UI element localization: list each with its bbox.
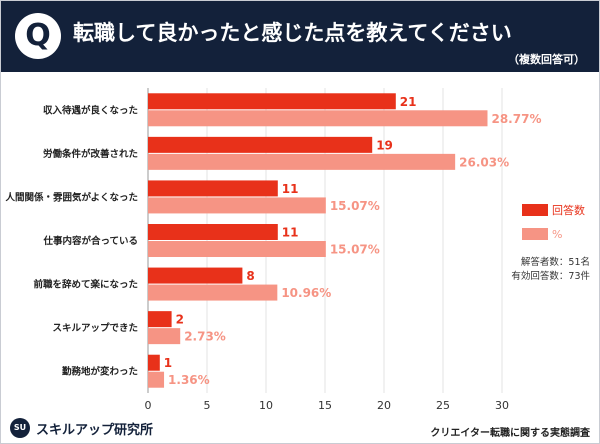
bar-count: [148, 136, 373, 153]
bar-percent: [148, 153, 456, 170]
x-tick-label: 10: [259, 399, 273, 412]
legend-item-pct: %: [522, 227, 585, 241]
bar-count: [148, 311, 172, 328]
response-stats: 解答者数：51名 有効回答数：73件: [511, 256, 590, 284]
data-label-percent: 15.07%: [330, 199, 380, 213]
data-label-percent: 28.77%: [491, 112, 541, 126]
data-label-count: 8: [246, 269, 254, 283]
bar-count: [148, 93, 396, 110]
x-tick-label: 25: [436, 399, 450, 412]
chart-legend: 回答数 %: [522, 203, 585, 251]
data-label-count: 11: [282, 226, 299, 240]
page-subtitle: （複数回答可）: [508, 53, 585, 66]
legend-swatch-pct: [522, 228, 548, 240]
legend-swatch-count: [522, 204, 548, 216]
question-badge: Q: [15, 13, 61, 59]
category-label: スキルアップできた: [52, 322, 138, 334]
category-label: 仕事内容が合っている: [42, 235, 138, 247]
legend-item-count: 回答数: [522, 203, 585, 217]
legend-label-count: 回答数: [552, 204, 585, 217]
data-label-percent: 2.73%: [184, 330, 226, 344]
category-label: 労働条件が改善された: [43, 148, 138, 160]
data-label-count: 2: [176, 313, 184, 327]
bar-count: [148, 224, 278, 240]
data-label-percent: 1.36%: [168, 373, 210, 387]
bar-percent: [148, 284, 278, 301]
legend-label-pct: %: [552, 227, 563, 241]
category-label: 前職を辞めて楽になった: [33, 279, 138, 291]
bar-count: [148, 267, 243, 284]
x-tick-label: 0: [145, 399, 152, 412]
data-label-count: 1: [164, 356, 172, 370]
brand-logo: SU スキルアップ研究所: [10, 418, 153, 438]
x-tick-label: 30: [495, 399, 509, 412]
bar-count: [148, 180, 278, 197]
data-label-count: 11: [282, 182, 299, 196]
bar-count: [148, 354, 160, 371]
category-label: 人間関係・雰囲気がよくなった: [5, 191, 138, 203]
bar-percent: [148, 241, 326, 257]
x-tick-label: 5: [204, 399, 211, 412]
data-label-count: 19: [376, 138, 393, 152]
page-title: 転職して良かったと感じた点を教えてください: [73, 21, 512, 45]
category-label: 収入待遇が良くなった: [43, 104, 138, 116]
bar-percent: [148, 197, 326, 214]
brand-name: スキルアップ研究所: [36, 422, 154, 438]
bar-percent: [148, 371, 165, 388]
data-label-percent: 10.96%: [281, 286, 331, 300]
bar-percent: [148, 328, 181, 345]
valid-answers-count: 有効回答数：73件: [511, 271, 590, 282]
survey-source: クリエイター転職に関する実態調査: [430, 428, 590, 439]
data-label-percent: 26.03%: [459, 155, 509, 169]
data-label-percent: 15.07%: [330, 243, 380, 257]
x-tick-label: 15: [318, 399, 332, 412]
x-tick-label: 20: [377, 399, 391, 412]
question-header: Q 転職して良かったと感じた点を教えてください （複数回答可）: [1, 1, 599, 72]
brand-logo-icon: SU: [10, 418, 30, 438]
data-label-count: 21: [400, 95, 417, 109]
category-label: 勤務地が変わった: [62, 366, 138, 378]
respondents-count: 解答者数：51名: [520, 257, 590, 268]
bar-percent: [148, 110, 488, 127]
